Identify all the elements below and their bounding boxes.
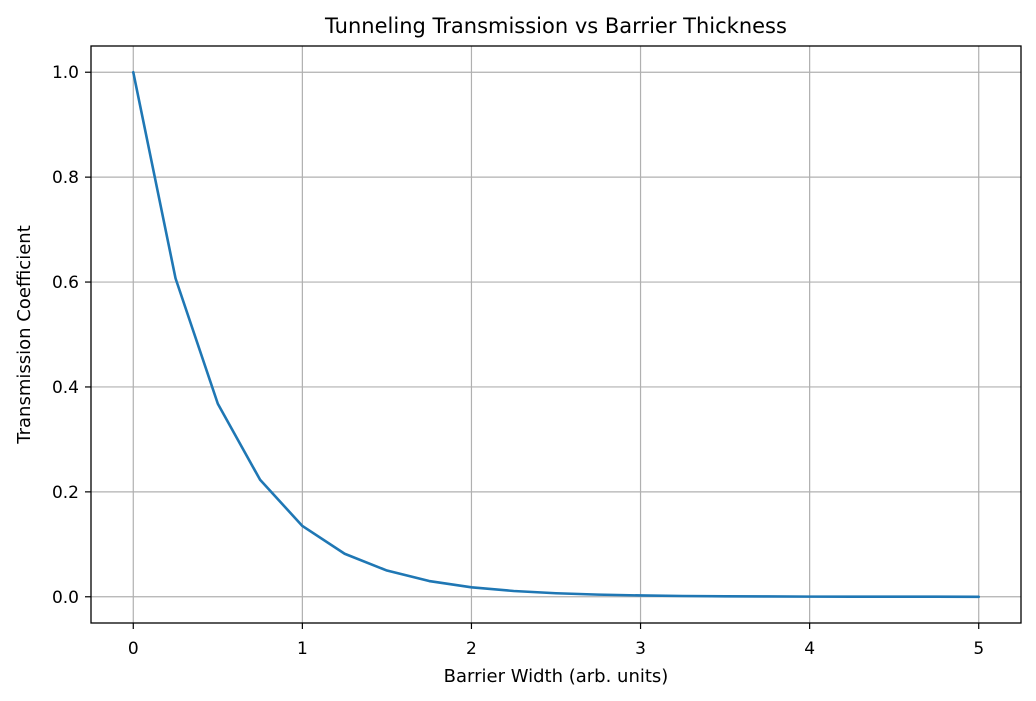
series-line [131, 70, 981, 599]
chart-title: Tunneling Transmission vs Barrier Thickn… [324, 14, 787, 38]
series-layer [131, 70, 981, 599]
x-tick-label: 2 [466, 639, 477, 659]
y-tick-label: 1.0 [52, 63, 79, 83]
y-axis-label: Transmission Coefficient [14, 225, 35, 445]
x-tick-label: 3 [635, 639, 646, 659]
x-tick-label: 5 [973, 639, 984, 659]
y-tick-label: 0.4 [52, 378, 79, 398]
y-tick-label: 0.0 [52, 588, 79, 608]
plot-frame [90, 45, 1022, 624]
y-tick-label: 0.2 [52, 483, 79, 503]
x-tick-label: 4 [804, 639, 815, 659]
y-tick-label: 0.8 [52, 168, 79, 188]
grid [91, 46, 1021, 623]
y-axis: 0.0 0.2 0.4 0.6 0.8 1.0 [52, 63, 91, 608]
x-tick-label: 0 [128, 639, 139, 659]
x-tick-label: 1 [297, 639, 308, 659]
x-axis: 0 1 2 3 4 5 [128, 623, 984, 659]
y-tick-label: 0.6 [52, 273, 79, 293]
x-axis-label: Barrier Width (arb. units) [444, 666, 669, 687]
